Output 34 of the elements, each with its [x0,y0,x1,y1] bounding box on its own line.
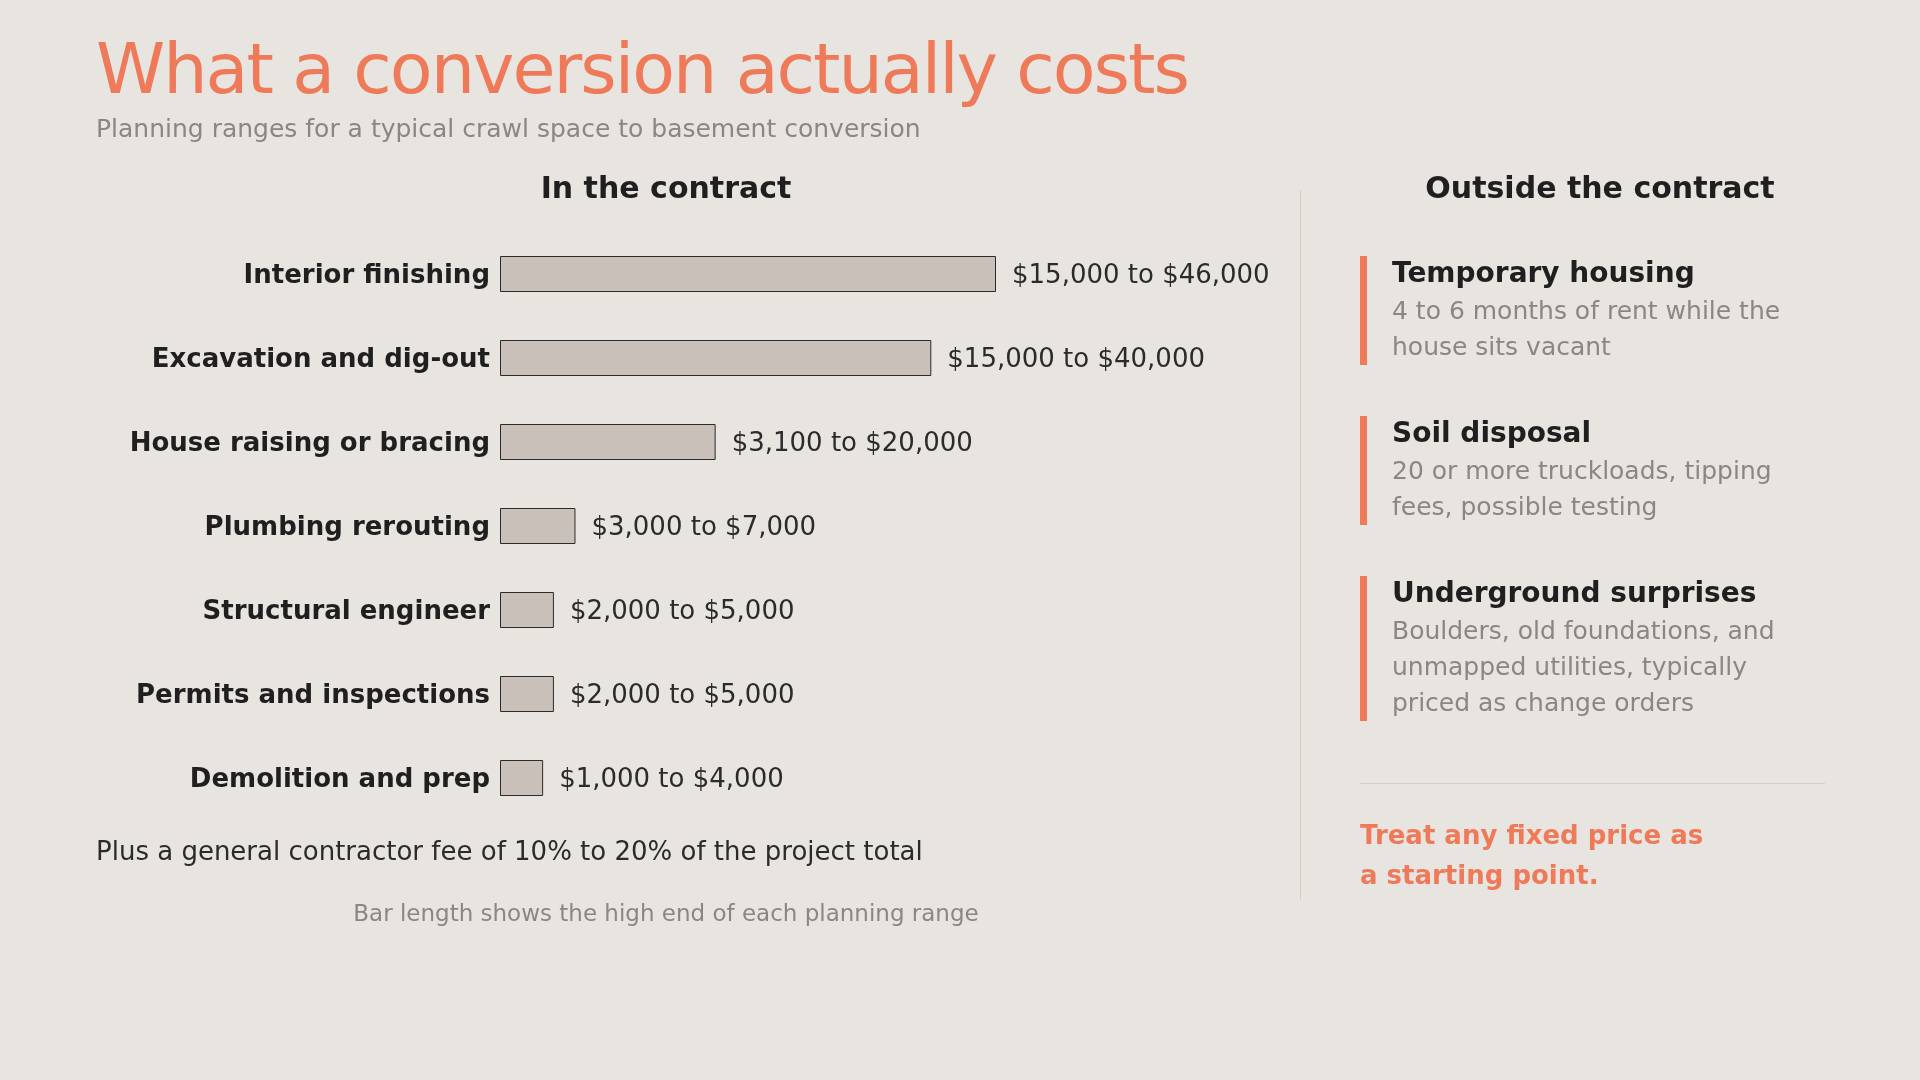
data-label: $15,000 to $40,000 [947,343,1205,373]
y-tick-label: Demolition and prep [189,763,490,793]
chart-title: What a conversion actually costs [96,28,1188,110]
data-label: $3,000 to $7,000 [591,511,817,541]
bar [500,760,544,796]
text: Boulders, old foundations, and unmapped utilities, typically priced as change orders [1392,615,1776,719]
bar [500,256,996,292]
bar [500,340,932,376]
text: Treat any fixed price as a starting point. [1360,819,1705,892]
y-tick-label: Permits and inspections [136,679,490,709]
text: 4 to 6 months of rent while the house sits vacant [1392,295,1782,363]
text: Outside the contract [1424,170,1776,205]
data-label: $1,000 to $4,000 [559,763,784,793]
data-label: $15,000 to $46,000 [1012,259,1270,289]
text: Plus a general contractor fee of 10% to 20% of the project total [96,836,923,866]
bar [500,676,554,712]
data-label: $3,100 to $20,000 [731,427,973,457]
bar [500,424,716,460]
text: In the contract [539,170,793,205]
text: Soil disposal [1392,416,1593,449]
bar [500,508,576,544]
text: Temporary housing [1392,256,1696,289]
chart-subtitle: Planning ranges for a typical crawl space to basement conversion [96,114,921,143]
data-label: $2,000 to $5,000 [569,595,795,625]
text: Bar length shows the high end of each planning range [352,900,980,926]
text: Underground surprises [1392,576,1758,609]
text: 20 or more truckloads, tipping fees, possible testing [1392,455,1773,523]
y-tick-label: Plumbing rerouting [204,511,490,541]
y-tick-label: Excavation and dig-out [151,343,490,373]
data-label: $2,000 to $5,000 [569,679,795,709]
y-tick-label: Structural engineer [202,595,491,625]
y-tick-label: Interior finishing [243,259,490,289]
y-tick-label: House raising or bracing [129,427,490,457]
bar [500,592,554,628]
